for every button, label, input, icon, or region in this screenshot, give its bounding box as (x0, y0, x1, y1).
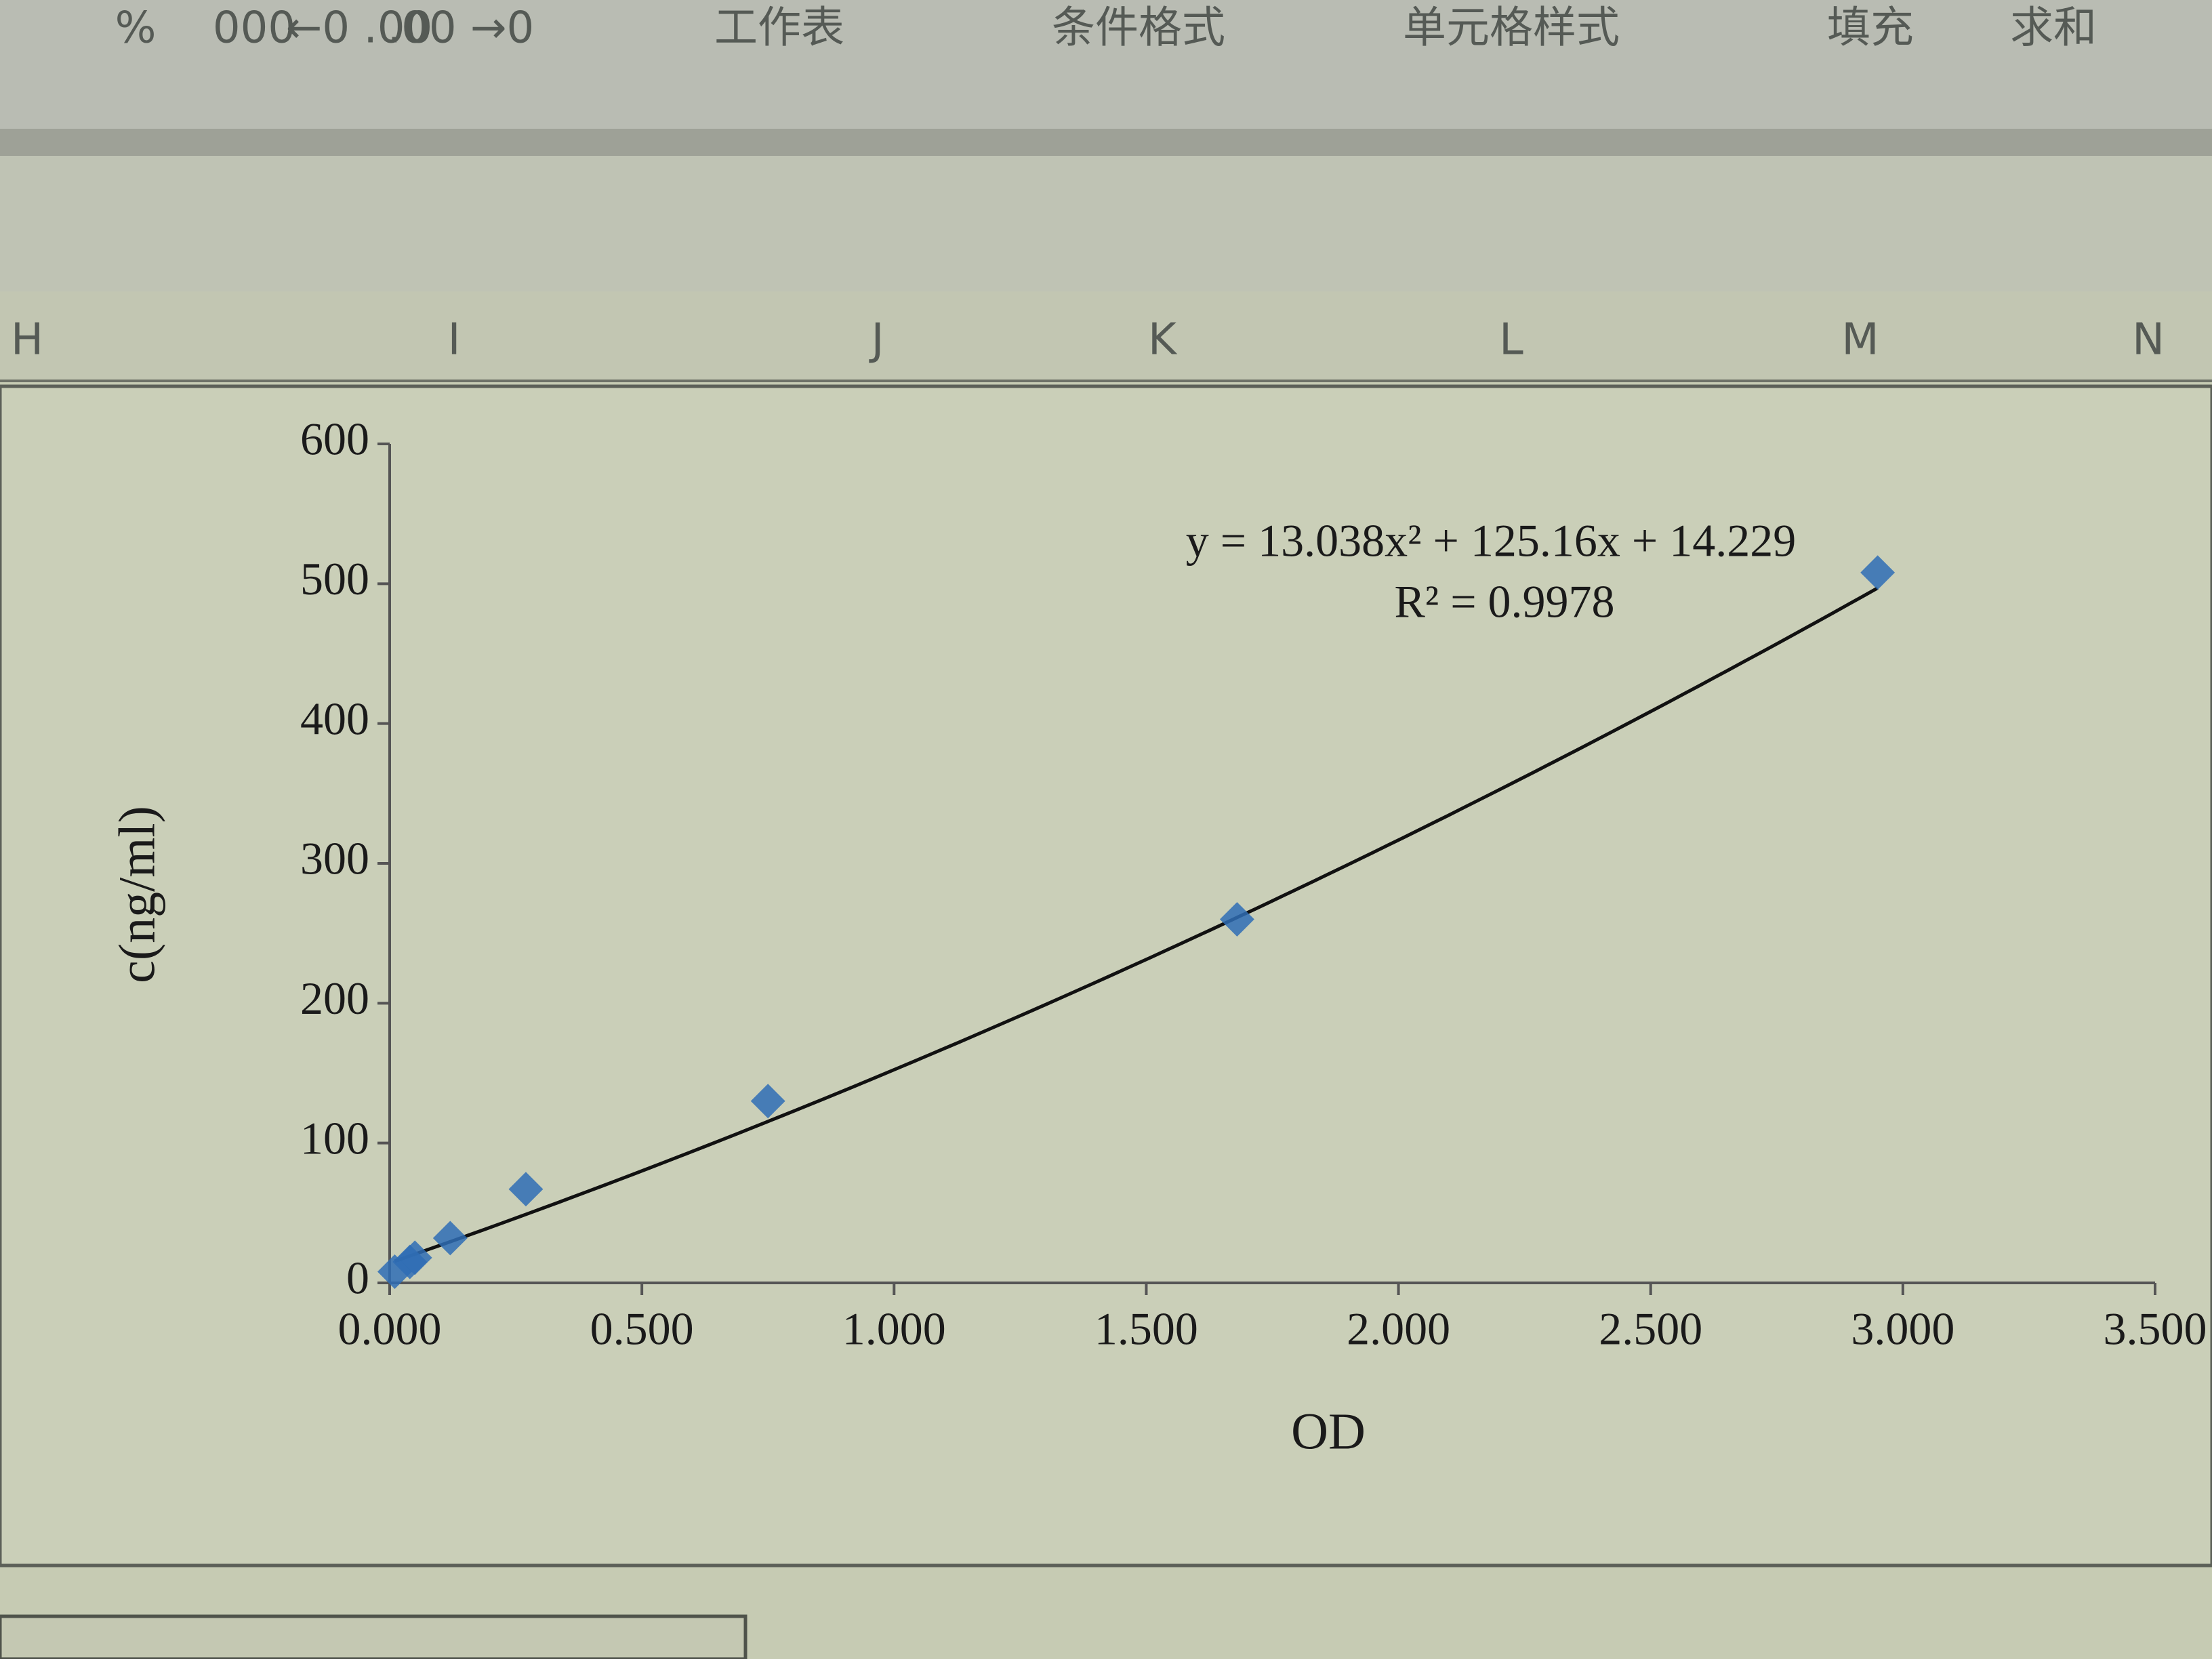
toolbar-item[interactable]: .00 →0 (388, 3, 534, 54)
x-tick-label: 3.000 (1851, 1303, 1954, 1355)
y-axis-title: c(ng/ml) (108, 806, 165, 983)
column-header: N (2132, 315, 2165, 365)
y-tick-label: 0 (346, 1252, 369, 1304)
x-tick-label: 3.500 (2104, 1303, 2207, 1355)
y-tick-label: 600 (300, 413, 369, 465)
data-point (508, 1172, 544, 1207)
column-header: M (1841, 315, 1879, 365)
column-header: I (448, 315, 461, 365)
column-header: H (11, 315, 43, 365)
column-header-row (0, 291, 2212, 380)
data-point (397, 1240, 432, 1275)
toolbar-item[interactable]: 000 (213, 3, 295, 54)
x-axis-title: OD (1291, 1403, 1366, 1460)
y-tick-label: 300 (300, 833, 369, 884)
toolbar-item[interactable]: 单元格样式 (1403, 3, 1620, 54)
toolbar-item[interactable]: % (115, 3, 157, 54)
toolbar-item[interactable]: 填充 (1827, 3, 1914, 54)
toolbar-item[interactable]: 条件格式 (1052, 3, 1225, 54)
y-tick-label: 200 (300, 972, 369, 1024)
x-tick-label: 2.500 (1599, 1303, 1702, 1355)
x-tick-label: 0.500 (590, 1303, 694, 1355)
ribbon-gap (0, 136, 2212, 291)
x-tick-label: 1.500 (1094, 1303, 1198, 1355)
data-point (432, 1221, 468, 1256)
ribbon (0, 0, 2212, 136)
x-tick-label: 2.000 (1347, 1303, 1450, 1355)
trendline (394, 586, 1879, 1263)
ribbon-edge (0, 129, 2212, 156)
x-tick-label: 1.000 (842, 1303, 946, 1355)
data-point (1219, 902, 1254, 937)
toolbar-item[interactable]: ←0 .00 (286, 3, 432, 54)
column-header: K (1148, 315, 1178, 365)
y-tick-label: 400 (300, 693, 369, 744)
cell (0, 1614, 747, 1659)
column-header: J (869, 315, 884, 365)
column-header: L (1499, 315, 1523, 365)
y-tick-label: 500 (300, 553, 369, 605)
toolbar-item[interactable]: 求和 (2010, 3, 2097, 54)
x-tick-label: 0.000 (338, 1303, 442, 1355)
trendline-equation: y = 13.038x² + 125.16x + 14.229 (1186, 515, 1796, 567)
r-squared: R² = 0.9978 (1394, 576, 1614, 628)
toolbar-item[interactable]: 工作表 (714, 3, 844, 54)
y-tick-label: 100 (300, 1112, 369, 1164)
data-point (750, 1084, 785, 1119)
